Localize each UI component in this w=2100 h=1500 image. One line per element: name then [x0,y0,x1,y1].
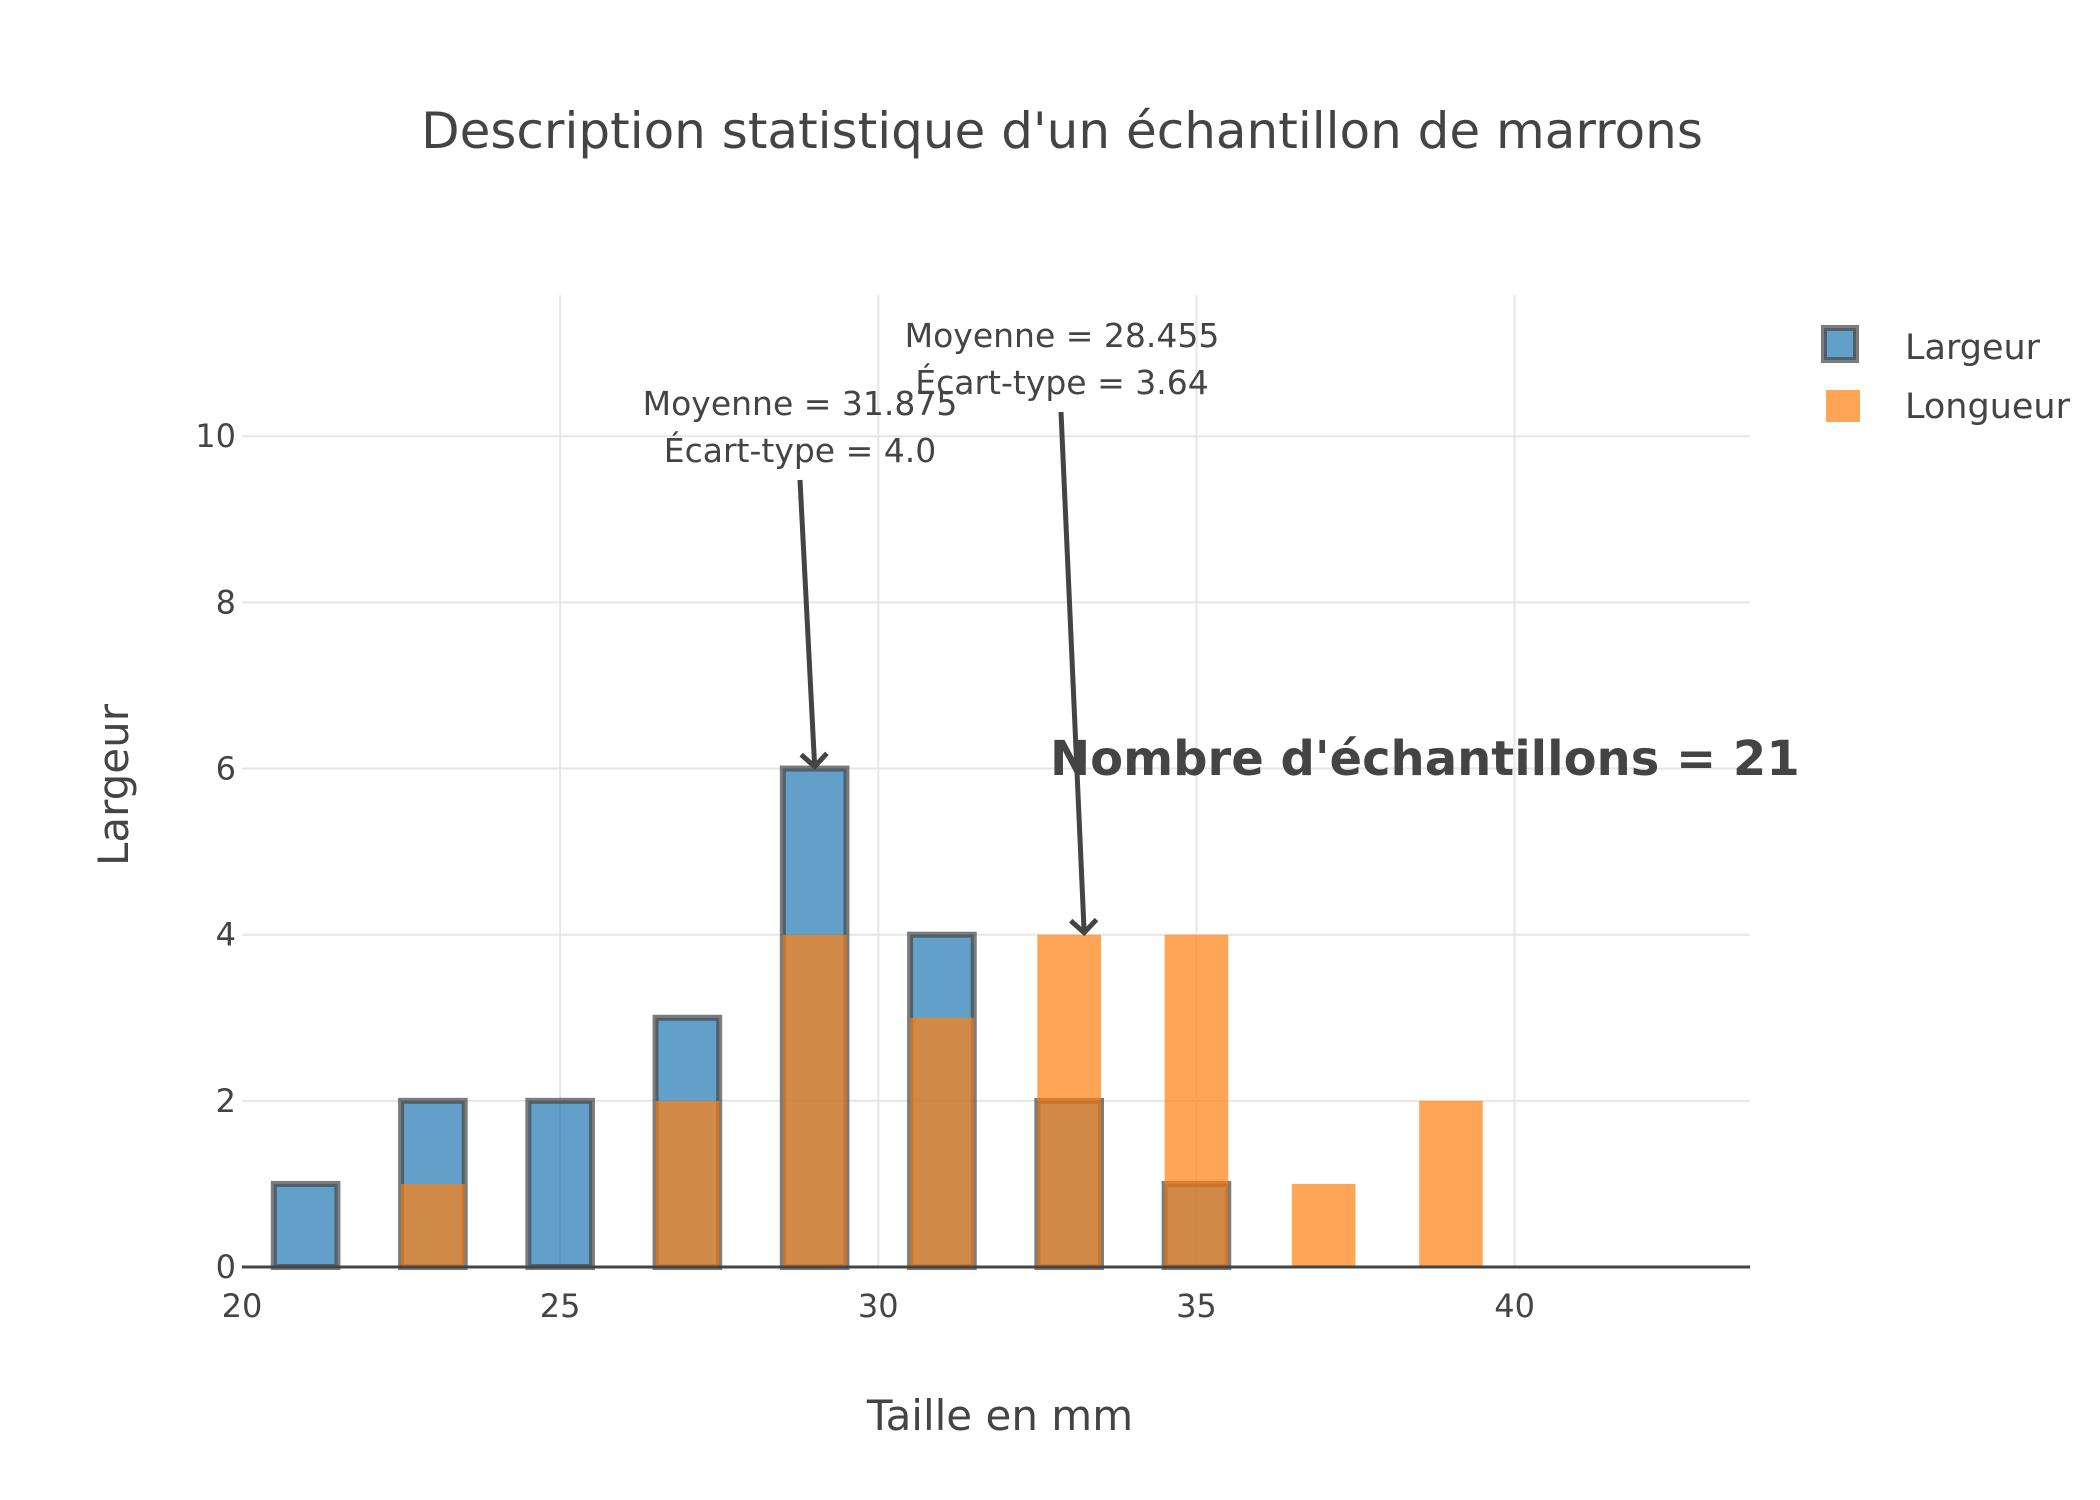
sample-count-annotation: Nombre d'échantillons = 21 [1050,731,1800,787]
annotation-1-line-1: Écart-type = 3.64 [915,362,1208,402]
legend-item-longueur[interactable]: Longueur [1826,387,2071,427]
annotation-arrow-head-1 [1069,917,1099,937]
legend-swatch-longueur [1826,390,1860,422]
bar-longueur-39 [1419,1100,1483,1267]
annotation-1-line-0: Moyenne = 28.455 [905,316,1220,355]
legend-label-longueur: Longueur [1905,387,2071,427]
series-longueur-bars [401,934,1483,1267]
y-tick-4: 4 [216,916,236,954]
legend[interactable]: Largeur Longueur [1821,325,2071,427]
horizontal-gridlines [242,435,1750,1102]
bar-longueur-33 [1037,934,1101,1267]
y-tick-0: 0 [216,1248,236,1286]
y-tick-6: 6 [216,750,236,788]
bar-longueur-27 [655,1100,720,1267]
annotations: Moyenne = 31.875 Écart-type = 4.0 Moyenne … [643,316,1220,937]
legend-label-largeur: Largeur [1905,328,2041,368]
legend-item-largeur[interactable]: Largeur [1821,325,2041,368]
chart-title: Description statistique d'un échantillon… [421,102,1703,160]
y-tick-2: 2 [216,1082,236,1120]
y-tick-labels: 0 2 4 6 8 10 [195,417,236,1286]
bar-longueur-37 [1291,1183,1356,1267]
bar-longueur-23 [401,1183,465,1267]
annotation-arrow-line-0 [797,479,818,767]
bar-longueur-29 [782,934,847,1267]
annotation-arrow-head-0 [799,751,829,771]
x-axis-title: Taille en mm [866,1391,1133,1440]
annotation-arrow-line-1 [1058,411,1087,933]
x-tick-labels: 20 25 30 35 40 [222,1287,1535,1325]
legend-swatch-largeur [1821,325,1859,363]
bar-largeur-21 [270,1180,341,1271]
bar-largeur-25 [525,1097,595,1271]
y-tick-8: 8 [216,583,236,621]
bar-longueur-31 [910,1017,974,1267]
x-tick-35: 35 [1176,1287,1217,1325]
annotation-0-line-1: Écart-type = 4.0 [664,430,936,470]
y-tick-10: 10 [195,417,236,455]
x-tick-30: 30 [858,1287,899,1325]
x-tick-25: 25 [540,1287,581,1325]
bar-longueur-35 [1164,934,1229,1267]
x-tick-40: 40 [1494,1287,1535,1325]
x-tick-20: 20 [222,1287,263,1325]
y-axis-title: Largeur [89,703,138,866]
annotation-0-line-0: Moyenne = 31.875 [643,384,958,423]
